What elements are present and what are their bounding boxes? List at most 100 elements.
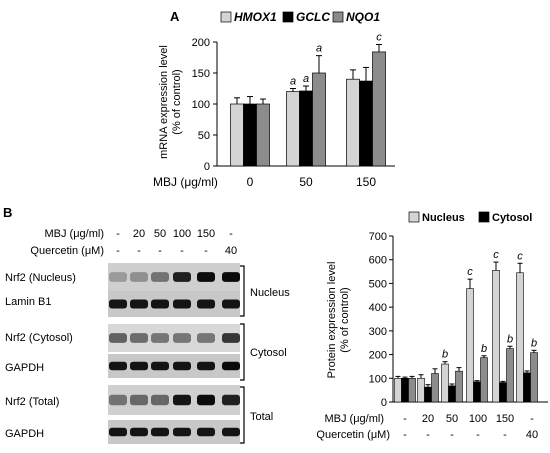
blot-band bbox=[222, 394, 240, 406]
x-tick-label: 150 bbox=[356, 175, 376, 189]
bar-gray bbox=[408, 377, 416, 403]
xrow1-value: 150 bbox=[496, 413, 514, 425]
blot-band bbox=[109, 427, 127, 437]
bracket-cytosol bbox=[240, 323, 245, 381]
blot-row-label: GAPDH bbox=[5, 362, 44, 374]
y-tick-label: 300 bbox=[369, 326, 387, 338]
bar-cytosol bbox=[424, 386, 432, 403]
xrow1-value: - bbox=[530, 413, 534, 425]
bar-nucleus bbox=[466, 288, 474, 403]
blot-band bbox=[109, 333, 127, 343]
bar-gray bbox=[506, 348, 514, 403]
bar-nucleus bbox=[394, 377, 402, 403]
panel-a-legend: HMOX1 GCLC NQO1 bbox=[220, 10, 380, 24]
blot-band bbox=[151, 427, 169, 437]
blot-mbj-value: 150 bbox=[197, 228, 215, 240]
bar-nqo1 bbox=[372, 51, 386, 167]
significance-label: c bbox=[467, 266, 473, 278]
blot-band bbox=[173, 272, 191, 282]
blot-band bbox=[197, 272, 215, 282]
legend-label-hmox1: HMOX1 bbox=[234, 10, 277, 24]
bar-nqo1 bbox=[312, 72, 326, 167]
blot-mbj-value: - bbox=[229, 228, 233, 240]
blot-band bbox=[173, 361, 191, 371]
blot-band bbox=[173, 394, 191, 406]
bar-hmox1 bbox=[286, 91, 300, 167]
bar-gray bbox=[431, 373, 439, 403]
y-tick-label: 150 bbox=[192, 68, 210, 80]
bracket-nucleus bbox=[240, 265, 245, 317]
xrow2-value: - bbox=[503, 429, 507, 441]
panel-b-chart: 0 100 200 300 400 500 600 700 b c b c b c b bbox=[369, 231, 548, 409]
y-tick-label: 500 bbox=[369, 278, 387, 290]
blot-band bbox=[222, 272, 240, 282]
bar-hmox1 bbox=[346, 78, 360, 167]
significance-label: c bbox=[493, 249, 499, 261]
significance-label: a bbox=[290, 76, 296, 88]
blot-mbj-value: 20 bbox=[133, 228, 145, 240]
blot-band bbox=[151, 299, 169, 309]
blot-band bbox=[151, 333, 169, 343]
blot-quercetin-value: - bbox=[158, 245, 162, 257]
fraction-label-cytosol: Cytosol bbox=[250, 347, 287, 359]
blot-band bbox=[197, 394, 215, 406]
blot-band bbox=[151, 361, 169, 371]
blot-quercetin-value: - bbox=[180, 245, 184, 257]
xrow1-value: 100 bbox=[469, 413, 487, 425]
bar-gclc bbox=[299, 90, 313, 167]
fraction-brackets: Nucleus Cytosol Total bbox=[240, 265, 290, 444]
panel-b-x-table: MBJ (μg/ml) Quercetin (μM) - - 20 - 50 - 100 - 1… bbox=[316, 413, 538, 441]
blot-band bbox=[222, 333, 240, 343]
x-tick-label: 0 bbox=[247, 175, 254, 189]
blot-band bbox=[173, 299, 191, 309]
legend-swatch-nqo1 bbox=[332, 11, 344, 23]
significance-label: b bbox=[481, 343, 487, 355]
y-tick-label: 400 bbox=[369, 302, 387, 314]
significance-label: b bbox=[531, 337, 537, 349]
bar-nucleus bbox=[492, 270, 500, 403]
blot-band bbox=[109, 272, 127, 282]
legend-swatch-nucleus bbox=[408, 211, 420, 223]
bar-cytosol bbox=[448, 385, 456, 403]
blot-band bbox=[130, 394, 148, 406]
blot-mbj-value: - bbox=[116, 228, 120, 240]
panel-a-letter: A bbox=[170, 9, 180, 24]
bar-gclc bbox=[243, 103, 257, 167]
bar-gray bbox=[530, 352, 538, 403]
blot-mbj-value: 50 bbox=[154, 228, 166, 240]
blot-band bbox=[197, 427, 215, 437]
blot-band bbox=[222, 299, 240, 309]
blot-row-label: GAPDH bbox=[5, 428, 44, 440]
blot-band bbox=[109, 299, 127, 309]
legend-swatch-gclc bbox=[282, 11, 294, 23]
fraction-label-nucleus: Nucleus bbox=[250, 287, 290, 299]
bar-nucleus bbox=[516, 272, 524, 403]
blot-band bbox=[109, 394, 127, 406]
y-tick-label: 200 bbox=[369, 350, 387, 362]
blot-band bbox=[197, 333, 215, 343]
xrow2-value: - bbox=[450, 429, 454, 441]
bar-cytosol bbox=[523, 372, 531, 403]
xrow1-label: MBJ (μg/ml) bbox=[324, 413, 384, 425]
blot-row-label: Nrf2 (Nucleus) bbox=[5, 272, 76, 284]
significance-label: a bbox=[303, 73, 309, 85]
blot-quercetin-value: - bbox=[204, 245, 208, 257]
significance-label: b bbox=[442, 349, 448, 361]
blot-quercetin-value: - bbox=[137, 245, 141, 257]
fraction-label-total: Total bbox=[250, 411, 273, 423]
blot-quercetin-value: 40 bbox=[225, 245, 237, 257]
bar-nucleus bbox=[441, 363, 449, 403]
bar-nucleus bbox=[417, 377, 425, 403]
legend-swatch-cytosol bbox=[478, 211, 490, 223]
y-tick-label: 200 bbox=[192, 37, 210, 49]
panel-a-xlabel: MBJ (μg/ml) bbox=[153, 175, 218, 189]
legend-label-nqo1: NQO1 bbox=[346, 10, 380, 24]
y-tick-label: 0 bbox=[381, 397, 387, 409]
x-tick-label: 50 bbox=[299, 175, 313, 189]
legend-label-cytosol: Cytosol bbox=[492, 212, 532, 224]
y-tick-label: 600 bbox=[369, 255, 387, 267]
blot-band bbox=[197, 361, 215, 371]
xrow1-value: 20 bbox=[422, 413, 434, 425]
significance-label: a bbox=[316, 43, 322, 55]
legend-swatch-hmox1 bbox=[220, 11, 232, 23]
